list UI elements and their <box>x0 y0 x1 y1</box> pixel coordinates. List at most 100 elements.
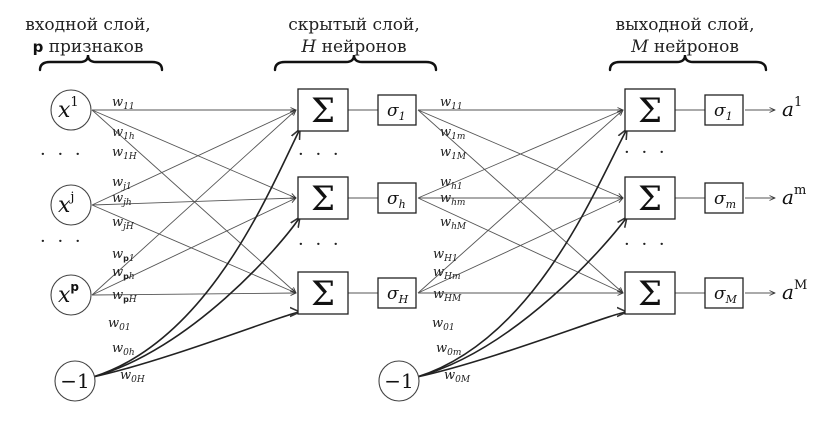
hidden-sum-symbol-3: Σ <box>311 274 335 314</box>
hidden-weight-3-2: wHm <box>433 265 461 282</box>
hidden-weight-2-1-sub: h1 <box>451 182 463 192</box>
input-weight-3-3-sub: H <box>128 295 137 305</box>
input-node-1-base: x <box>58 98 71 123</box>
hidden-activation-base-3: σ <box>387 284 399 304</box>
hidden-weight-3-2-sub: Hm <box>443 272 460 282</box>
hidden-bias-weight-2: w0m <box>436 341 461 358</box>
input-weight-2-2-base: w <box>112 191 123 206</box>
input-weight-2-3-sub: jH <box>121 222 134 232</box>
ellipsis-1: · · · <box>40 144 84 165</box>
hidden-sum-box-2 <box>297 176 349 220</box>
hidden-activation-base-2: σ <box>387 189 399 209</box>
hidden-weight-3-2-base: w <box>433 265 444 280</box>
hidden-activation-label-1: σ1 <box>387 101 406 123</box>
input-weight-2-1-base: w <box>112 175 123 190</box>
output-sum-box-2 <box>624 176 676 220</box>
hidden-bias-weight-2-sub: 0m <box>447 348 461 358</box>
input-node-2-circle <box>50 184 92 226</box>
output-base-1: a <box>782 97 794 121</box>
edge-input-1-to-hidden-2 <box>91 109 296 198</box>
bias-hidden-to-output-2 <box>416 217 627 378</box>
input-weight-1-2-base: w <box>112 125 123 140</box>
hidden-weight-1-1-base: w <box>440 95 451 110</box>
input-bias-weight-3-sub: 0H <box>131 375 145 385</box>
input-weight-3-3-base: w <box>112 288 123 303</box>
hidden-weight-1-3-base: w <box>440 145 451 160</box>
hidden-sum-symbol-1: Σ <box>311 91 335 131</box>
edge-input-2-to-hidden-2 <box>91 198 296 206</box>
input-weight-1-1-sub: 11 <box>123 102 134 112</box>
bias-node-1-label: −1 <box>60 369 89 393</box>
labels: w11w1hw1Hwj1wjhwjHwp1wphwpHw01w0hw0Hw11w… <box>108 95 471 385</box>
input-node-2-label: xj <box>58 190 74 218</box>
hidden-weight-1-1-sub: 11 <box>451 102 462 112</box>
bias-node-1-circle <box>54 360 96 402</box>
input-node-3-label: xp <box>58 280 79 308</box>
input-weight-2-3-base: w <box>112 215 123 230</box>
output-activation-sub-1: 1 <box>726 110 733 123</box>
edge-input-3-to-hidden-2 <box>91 198 296 296</box>
output-sum-symbol-2: Σ <box>638 179 662 219</box>
input-weight-1-3-sub: 1H <box>123 152 137 162</box>
hidden-bias-weight-2-base: w <box>436 341 447 356</box>
input-bias-weight-3-base: w <box>120 368 131 383</box>
input-node-1-circle <box>50 89 92 131</box>
input-layer-header: входной слой, p признаков <box>25 15 164 72</box>
output-base-2: a <box>782 185 794 209</box>
input-header-line1: входной слой, <box>25 15 150 35</box>
hidden-bias-weight-1-sub: 01 <box>443 323 454 333</box>
hidden-weight-2-2-sub: hm <box>451 198 465 208</box>
hidden-sum-box-1 <box>297 88 349 132</box>
output-base-3: a <box>782 280 794 304</box>
hidden-count-word: нейронов <box>316 37 406 57</box>
bias-hidden-to-output-3 <box>416 312 627 378</box>
input-weight-3-2-sub: h <box>129 272 135 282</box>
input-bias-weight-2-sub: 0h <box>123 348 135 358</box>
input-weight-3-2: wph <box>112 265 135 282</box>
input-node-2-base: x <box>58 193 71 218</box>
output-activation-label-3: σM <box>714 284 738 306</box>
hidden-weight-1-2-sub: 1m <box>451 132 465 142</box>
hidden-bias-weight-1-base: w <box>432 316 443 331</box>
bias-input-to-hidden-2 <box>92 217 300 378</box>
hidden-bias-weight-3-sub: 0M <box>455 375 471 385</box>
input-weight-1-2-sub: 1h <box>123 132 135 142</box>
input-brace <box>38 54 164 72</box>
input-weight-2-2: wjh <box>112 191 132 208</box>
output-sup-3: M <box>794 278 807 293</box>
input-weight-3-2-base: w <box>112 265 123 280</box>
output-activation-box-2 <box>704 182 744 214</box>
hidden-weight-1-3-sub: 1M <box>451 152 467 162</box>
input-weight-3-1-base: w <box>112 247 123 262</box>
input-weight-1-1: w11 <box>112 95 135 112</box>
ellipsis-5: · · · <box>624 142 668 163</box>
output-layer-header: выходной слой, M нейронов <box>608 15 768 72</box>
input-bias-weight-2-base: w <box>112 341 123 356</box>
hidden-count-symbol: H <box>300 37 317 57</box>
output-sum-symbol-3: Σ <box>638 274 662 314</box>
hidden-weight-1-1: w11 <box>440 95 463 112</box>
hidden-weight-3-1: wH1 <box>433 247 458 264</box>
ellipsis-2: · · · <box>40 231 84 252</box>
output-brace <box>608 54 768 72</box>
hidden-activation-base-1: σ <box>387 101 399 121</box>
hidden-weight-2-3: whM <box>440 215 467 232</box>
ellipsis-6: · · · <box>624 234 668 255</box>
hidden-weight-2-2-base: w <box>440 191 451 206</box>
input-weight-3-1: wp1 <box>112 247 135 264</box>
ellipsis-3: · · · <box>298 144 342 165</box>
input-weight-1-2: w1h <box>112 125 135 142</box>
output-activation-box-3 <box>704 277 744 309</box>
hidden-bias-weight-3-base: w <box>444 368 455 383</box>
edge-input-2-to-hidden-1 <box>91 110 296 206</box>
input-node-3-sup: p <box>70 280 79 294</box>
hidden-weight-2-3-base: w <box>440 215 451 230</box>
input-node-2-sup: j <box>68 190 74 205</box>
hidden-activation-sub-1: 1 <box>399 110 406 123</box>
hidden-weight-2-3-sub: hM <box>451 222 467 232</box>
hidden-activation-sub-2: h <box>399 198 406 211</box>
edge-input-3-to-hidden-1 <box>91 110 296 296</box>
input-weight-3-2-sub-bold: p <box>123 272 129 281</box>
hidden-weight-3-1-sub: H1 <box>443 254 458 264</box>
